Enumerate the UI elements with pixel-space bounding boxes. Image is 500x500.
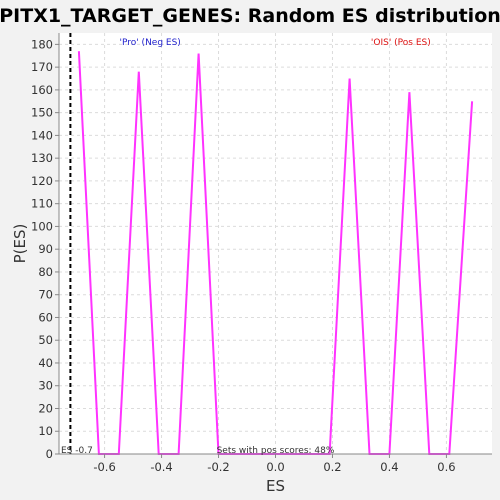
x-tick-label: 0.6 bbox=[437, 460, 455, 474]
grid bbox=[59, 33, 492, 454]
y-tick-label: 80 bbox=[38, 265, 53, 279]
x-tick-label: -0.4 bbox=[150, 460, 172, 474]
x-tick-label: -0.6 bbox=[93, 460, 115, 474]
y-tick-label: 30 bbox=[38, 379, 53, 393]
axes: 0 10 20 30 40 50 60 70 80 90 100 110 120 130 140 150 160… bbox=[31, 33, 492, 474]
x-tick-label: 0.2 bbox=[323, 460, 341, 474]
neg-es-annotation: 'Pro' (Neg ES) bbox=[119, 38, 180, 48]
y-tick-label: 20 bbox=[38, 401, 53, 415]
y-tick-label: 140 bbox=[31, 128, 53, 142]
y-tick-label: 120 bbox=[31, 174, 53, 188]
reference-line-label: ES -0.7 bbox=[61, 446, 93, 456]
pos-es-annotation: 'OIS' (Pos ES) bbox=[371, 38, 431, 48]
y-tick-label: 0 bbox=[46, 447, 53, 461]
pos-scores-annotation: Sets with pos scores: 48% bbox=[217, 446, 335, 456]
y-tick-label: 130 bbox=[31, 151, 53, 165]
y-tick-label: 160 bbox=[31, 83, 53, 97]
y-tick-label: 170 bbox=[31, 60, 53, 74]
x-tick-label: -0.2 bbox=[207, 460, 229, 474]
y-tick-label: 150 bbox=[31, 106, 53, 120]
y-tick-label: 110 bbox=[31, 197, 53, 211]
y-tick-label: 100 bbox=[31, 219, 53, 233]
chart-title: PITX1_TARGET_GENES: Random ES distributi… bbox=[0, 5, 500, 27]
x-tick-label: 0.0 bbox=[266, 460, 284, 474]
y-tick-label: 40 bbox=[38, 356, 53, 370]
y-tick-label: 10 bbox=[38, 424, 53, 438]
y-tick-label: 70 bbox=[38, 288, 53, 302]
y-tick-label: 60 bbox=[38, 310, 53, 324]
y-tick-label: 180 bbox=[31, 37, 53, 51]
x-axis-label: ES bbox=[266, 477, 285, 495]
y-tick-label: 90 bbox=[38, 242, 53, 256]
y-axis-label: P(ES) bbox=[11, 224, 29, 264]
x-tick-label: 0.4 bbox=[380, 460, 398, 474]
y-tick-label: 50 bbox=[38, 333, 53, 347]
